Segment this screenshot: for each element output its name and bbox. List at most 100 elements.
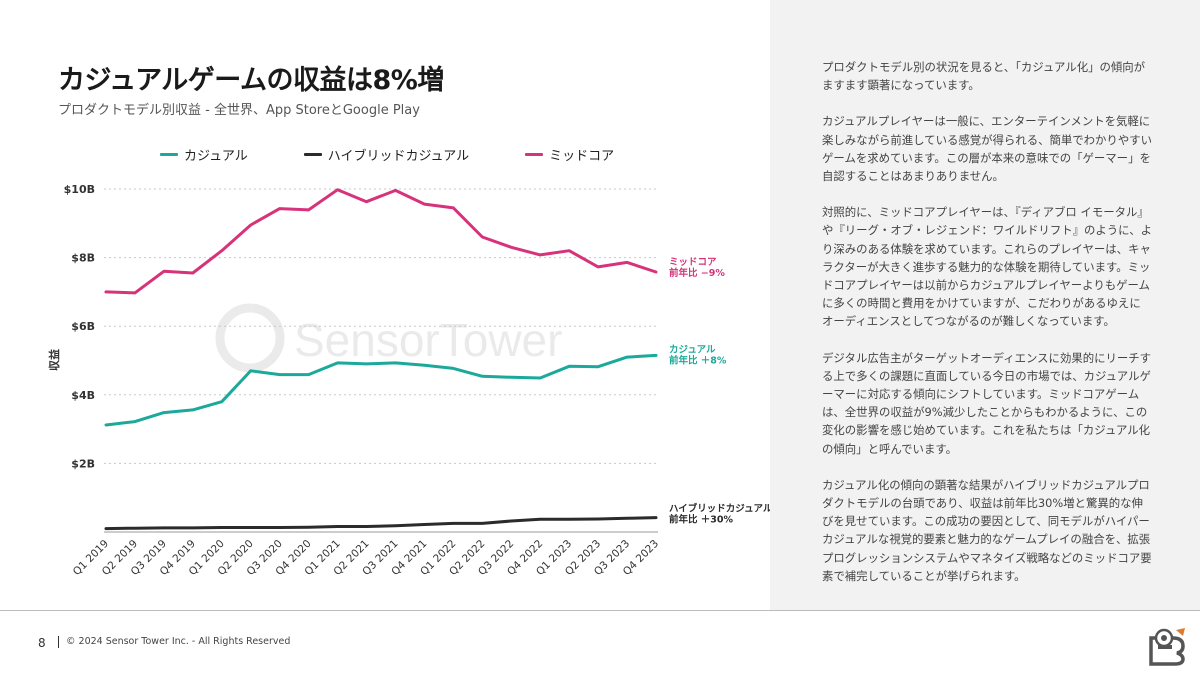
data-point [249,526,252,529]
chart-legend: カジュアル ハイブリッドカジュアル ミッドコア [160,144,670,164]
watermark-text: SensorTower [294,314,562,366]
data-point [278,526,281,529]
series-end-label: ミッドコア [669,257,717,268]
data-point [423,364,426,367]
data-point [423,202,426,206]
data-point [481,375,484,378]
data-point [162,270,166,273]
footer-divider [0,610,1200,611]
data-point [596,265,600,269]
data-point [278,207,281,210]
data-point [452,367,455,370]
legend-item-midcore: ミッドコア [525,145,614,164]
y-tick-label: $8B [71,252,95,265]
body-paragraph-3: 対照的に、ミッドコアプレイヤーは、『ディアブロ イモータル』や『リーグ・オブ・レ… [822,205,1152,329]
page-title: カジュアルゲームの収益は8%増 [58,65,444,96]
data-point [625,517,629,520]
data-point [654,516,658,519]
data-point [336,188,339,191]
series-end-label: 前年比 −9% [669,267,725,279]
y-tick-label: $2B [71,457,95,470]
data-point [133,291,137,295]
data-point [481,522,484,525]
text-panel [770,0,1200,610]
data-point [452,522,455,525]
legend-label-midcore: ミッドコア [549,148,615,164]
series-end-label: カジュアル [669,344,716,355]
series-end-label: 前年比 ＋8% [669,354,727,366]
data-point [104,527,108,530]
data-point [539,518,542,521]
legend-swatch-hybrid-casual [303,152,322,156]
data-point [249,223,252,227]
y-tick-label: $6B [71,320,95,333]
series-line [104,516,658,531]
data-point [336,361,339,365]
data-point [307,525,310,529]
data-point [423,523,426,526]
data-point [191,271,195,275]
data-point [567,365,571,368]
body-text: プロダクトモデル別の状況を見ると、「カジュアル化」の傾向がますます顕著になってい… [822,58,1152,603]
page-subtitle: プロダクトモデル別収益 - 全世界、App StoreとGoogle Play [58,103,420,118]
data-point [452,206,455,210]
copyright-text: © 2024 Sensor Tower Inc. - All Rights Re… [66,636,291,647]
data-point [394,524,397,528]
data-point [249,369,252,372]
data-point [220,400,223,403]
data-point [307,373,310,376]
series-line [104,188,658,295]
body-paragraph-5: カジュアル化の傾向の顕著な結果がハイブリッドカジュアルプロダクトモデルの台頭であ… [822,477,1152,583]
data-point [596,365,600,368]
series-end-label: ハイブリッドカジュアル [669,503,770,515]
body-paragraph-1: プロダクトモデル別の状況を見ると、「カジュアル化」の傾向がますます顕著になってい… [822,60,1146,93]
data-point [104,290,108,294]
body-paragraph-4: デジタル広告主がターゲットオーディエンスに効果的にリーチする上で多くの課題に直面… [822,350,1152,456]
legend-label-casual: カジュアル [184,148,248,164]
series-end-label: 前年比 ＋30% [669,514,734,526]
data-point [567,249,571,252]
page-number: 8 [38,636,46,650]
data-point [510,519,513,523]
data-point [365,525,368,528]
data-point [365,200,368,203]
data-point [539,376,542,380]
data-point [481,235,484,239]
y-tick-label: $10B [64,183,95,196]
chart-panel: カジュアルゲームの収益は8%増 プロダクトモデル別収益 - 全世界、App St… [47,65,770,578]
series-line [104,353,658,427]
legend-label-hybrid-casual: ハイブリッドカジュアル [327,148,470,164]
legend-swatch-casual [160,152,178,156]
data-point [162,526,166,530]
data-point [365,362,368,366]
data-point [104,423,108,427]
data-point [394,189,397,192]
data-point [596,517,600,521]
data-point [278,373,281,376]
data-point [133,420,137,423]
legend-item-casual: カジュアル [160,145,248,164]
data-point [133,527,137,530]
legend-swatch-midcore [525,152,544,156]
data-point [191,526,195,530]
data-point [625,261,629,264]
legend-item-hybrid-casual: ハイブリッドカジュアル [303,145,470,164]
data-point [510,376,513,379]
data-point [539,253,542,257]
data-point [162,411,166,414]
body-paragraph-2: カジュアルプレイヤーは一般に、エンターテインメントを気軽に楽しみながら前進してい… [822,114,1152,184]
footer-separator [58,636,59,648]
data-point [510,246,513,249]
data-point [567,518,571,521]
watermark: SensorTower [215,303,562,373]
data-point [654,270,658,274]
data-point [220,249,223,252]
y-axis-label: 収益 [47,349,61,371]
data-point [307,208,310,212]
gamer-logo-icon [1149,628,1185,666]
y-tick-label: $4B [71,389,95,402]
data-point [625,355,629,359]
data-point [191,408,195,412]
data-point [336,525,339,528]
